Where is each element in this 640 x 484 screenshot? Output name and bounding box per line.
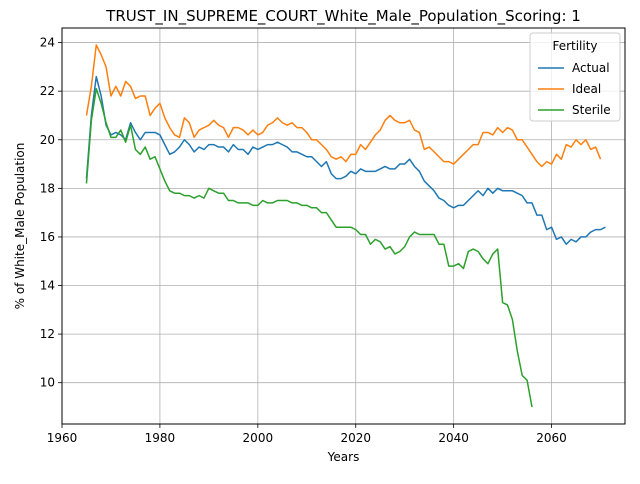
y-tick-label: 22 [40,84,55,98]
y-tick-label: 10 [40,376,55,390]
x-axis-label: Years [327,450,360,464]
y-axis-label: % of White_Male Population [13,143,27,310]
legend-box [529,32,621,122]
y-tick-label: 20 [40,133,55,147]
y-tick-label: 24 [40,36,55,50]
legend-items: Actual Ideal Sterile [538,61,611,117]
x-axis-ticks: 1960 1980 2000 2020 2040 2060 [47,424,567,445]
x-tick-label: 2060 [536,431,567,445]
series-line-sterile [85,87,533,408]
legend-label-sterile: Sterile [572,103,611,117]
y-tick-label: 12 [40,327,55,341]
y-tick-label: 18 [40,181,55,195]
x-tick-label: 2040 [438,431,469,445]
series-line-actual [85,75,606,245]
plot-frame [61,27,626,425]
legend-label-ideal: Ideal [572,82,601,96]
grid [61,28,625,424]
y-tick-label: 16 [40,230,55,244]
x-tick-label: 2000 [243,431,274,445]
chart-title: TRUST_IN_SUPREME_COURT_White_Male_Popula… [105,7,581,26]
series-lines [85,44,606,408]
y-tick-label: 14 [40,279,55,293]
x-tick-label: 1980 [145,431,176,445]
legend-title: Fertility [552,39,597,53]
y-axis-ticks: 10 12 14 16 18 20 22 24 [40,36,62,390]
legend-label-actual: Actual [572,61,610,75]
legend: Fertility Actual Ideal Sterile [529,32,621,122]
series-line-ideal [85,44,602,168]
x-tick-label: 2020 [340,431,371,445]
x-tick-label: 1960 [47,431,78,445]
